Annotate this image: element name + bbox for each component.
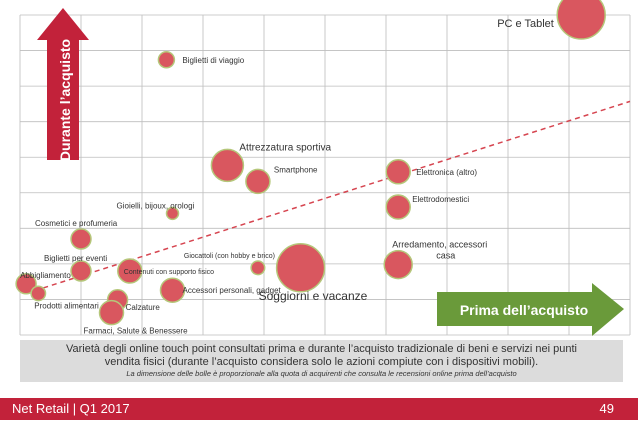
bubble-soggiorni-e-vacanze bbox=[275, 243, 326, 293]
bubble-elettrodomestici bbox=[385, 194, 411, 220]
footer-bar: Net Retail | Q1 2017 49 bbox=[0, 398, 638, 420]
bubble-abbigliamento bbox=[15, 273, 37, 295]
bubble-contenuti-con-supporto-fisico bbox=[117, 258, 143, 284]
page-number: 49 bbox=[599, 401, 614, 416]
bubble-pc-e-tablet bbox=[556, 0, 606, 40]
y-axis-arrow-shape bbox=[37, 8, 89, 160]
footer-title: Net Retail | Q1 2017 bbox=[12, 401, 130, 416]
bubble-farmaci-salute-benessere bbox=[98, 299, 125, 326]
bubble-label-biglietti-di-viaggio: Biglietti di viaggio bbox=[182, 56, 244, 65]
bubble-chart: PC e Tablet Biglietti di viaggio Attrezzat… bbox=[15, 0, 631, 336]
trend-line bbox=[25, 100, 631, 295]
caption-text: Varietà degli online touch point consult… bbox=[66, 343, 577, 368]
bubble-attrezzatura-sportiva bbox=[210, 148, 245, 183]
x-axis-arrow-shape bbox=[437, 283, 624, 336]
bubble-label-smartphone: Smartphone bbox=[274, 165, 318, 174]
bubble-labels-layer: PC e Tablet Biglietti di viaggio Attrezzat… bbox=[20, 18, 554, 336]
bubble-biglietti-per-eventi bbox=[70, 260, 92, 282]
x-axis-arrow: Prima dell’acquisto bbox=[437, 283, 624, 336]
bubble-elettronica-altro bbox=[385, 159, 411, 185]
bubble-label-prodotti-alimentari: Prodotti alimentari bbox=[34, 301, 99, 310]
bubble-accessori-personali-gadget bbox=[159, 277, 186, 303]
bubble-label-biglietti-per-eventi: Biglietti per eventi bbox=[44, 254, 107, 263]
bubble-label-attrezzatura-sportiva: Attrezzatura sportiva bbox=[239, 142, 331, 153]
bubbles-layer bbox=[15, 0, 606, 326]
caption-box: Varietà degli online touch point consult… bbox=[20, 340, 623, 382]
bubble-label-accessori-personali-gadget: Accessori personali, gadget bbox=[183, 286, 282, 295]
bubble-label-contenuti-con-supporto-fisico: Contenuti con supporto fisico bbox=[124, 269, 214, 276]
bubble-giocattoli-con-hobby-e-brico bbox=[250, 260, 266, 276]
bubble-label-gioielli-bijoux-orologi: Gioielli, bijoux, orologi bbox=[117, 201, 195, 210]
bubble-smartphone bbox=[245, 168, 271, 195]
bubble-label-arredamento-accessori-casa: Arredamento, accessori casa bbox=[392, 240, 487, 261]
bubble-cosmetici-e-profumeria bbox=[70, 228, 92, 250]
x-axis-arrow-label: Prima dell’acquisto bbox=[460, 302, 588, 318]
bubble-biglietti-di-viaggio bbox=[157, 51, 176, 69]
y-axis-arrow: Durante l’acquisto bbox=[37, 8, 89, 161]
bubble-prodotti-alimentari bbox=[30, 285, 47, 302]
bubble-label-pc-e-tablet: PC e Tablet bbox=[497, 18, 554, 30]
bubble-label-elettrodomestici: Elettrodomestici bbox=[412, 195, 469, 204]
bubble-label-giocattoli-con-hobby-e-brico: Giocattoli (con hobby e brico) bbox=[184, 253, 275, 260]
chart-grid bbox=[19, 14, 631, 336]
caption-note: La dimensione delle bolle è proporzional… bbox=[126, 369, 517, 378]
bubble-arredamento-accessori-casa bbox=[383, 249, 413, 280]
bubble-label-soggiorni-e-vacanze: Soggiorni e vacanze bbox=[259, 289, 368, 303]
bubble-label-farmaci-salute-benessere: Farmaci, Salute & Benessere bbox=[84, 327, 189, 336]
bubble-label-abbigliamento: Abbigliamento bbox=[20, 271, 71, 280]
bubble-gioielli-bijoux-orologi bbox=[165, 206, 180, 221]
bubble-label-calzature: Calzature bbox=[126, 303, 161, 312]
bubble-label-elettronica-altro: Elettronica (altro) bbox=[416, 168, 477, 177]
bubble-label-cosmetici-e-profumeria: Cosmetici e profumeria bbox=[35, 219, 118, 228]
y-axis-arrow-label: Durante l’acquisto bbox=[57, 39, 73, 161]
